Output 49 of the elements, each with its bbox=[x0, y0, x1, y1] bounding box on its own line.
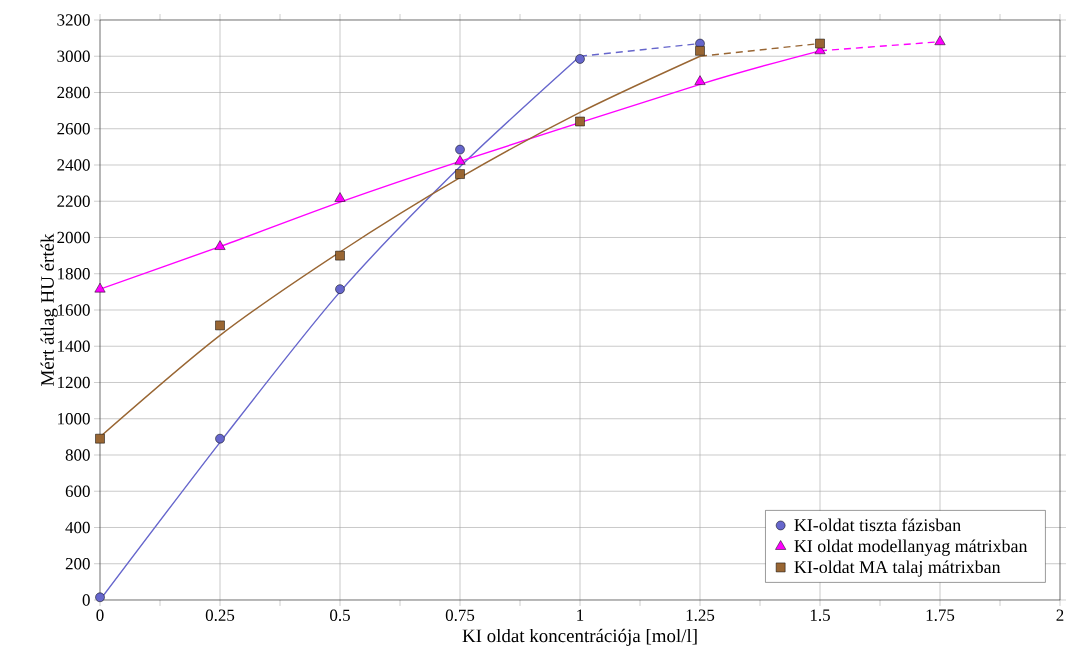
x-tick-label: 1 bbox=[577, 609, 584, 621]
point bbox=[335, 284, 345, 294]
x-tick-label: 0.5 bbox=[330, 609, 350, 622]
y-tick-label: 0 bbox=[82, 594, 90, 606]
legend-label: KI-oldat MA talaj mátrixban bbox=[794, 560, 1001, 577]
y-tick-label: 3000 bbox=[57, 50, 90, 62]
y-tick-label: 800 bbox=[65, 449, 90, 461]
y-tick-label: 200 bbox=[65, 558, 90, 570]
y-tick-label: 1400 bbox=[58, 340, 90, 352]
y-tick-label: 1600 bbox=[58, 304, 90, 316]
y-tick-label: 3200 bbox=[57, 14, 90, 26]
y-tick-label: 400 bbox=[65, 521, 90, 534]
point bbox=[454, 155, 466, 165]
legend-label: KI-oldat tiszta fázisban bbox=[794, 518, 961, 532]
point bbox=[694, 75, 706, 85]
y-tick-label: 2800 bbox=[57, 86, 90, 99]
point bbox=[95, 592, 105, 603]
point bbox=[695, 46, 705, 56]
point bbox=[215, 320, 225, 331]
legend-label: KI oldat modellanyag mátrixban bbox=[794, 539, 1028, 556]
point bbox=[94, 282, 106, 293]
point bbox=[455, 169, 465, 179]
y-tick-label: 2600 bbox=[57, 123, 90, 135]
x-tick-label: 2 bbox=[1056, 609, 1064, 621]
x-tick-label: 1.25 bbox=[686, 609, 715, 621]
point bbox=[455, 144, 465, 155]
point bbox=[95, 433, 105, 444]
point bbox=[334, 192, 346, 202]
point bbox=[575, 116, 585, 127]
point bbox=[815, 38, 825, 49]
point bbox=[214, 240, 226, 250]
y-tick-label: 1800 bbox=[58, 268, 90, 280]
point bbox=[215, 433, 225, 444]
x-tick-label: 1.75 bbox=[926, 609, 955, 621]
x-tick-label: 0 bbox=[96, 609, 104, 621]
x-tick-label: 1.5 bbox=[810, 609, 830, 621]
y-tick-label: 2400 bbox=[57, 159, 90, 171]
x-axis-title: KI oldat koncentrációja [mol/l] bbox=[462, 628, 697, 647]
point bbox=[335, 250, 345, 261]
x-tick-label: 0.75 bbox=[445, 609, 475, 622]
y-axis-title: Mért átlag HU érték bbox=[40, 233, 58, 386]
point bbox=[575, 54, 585, 64]
y-tick-label: 1000 bbox=[58, 413, 90, 425]
point bbox=[934, 35, 946, 45]
y-tick-label: 2000 bbox=[57, 231, 90, 244]
y-tick-label: 2200 bbox=[57, 195, 90, 207]
x-tick-label: 0.25 bbox=[205, 609, 235, 622]
y-tick-label: 1200 bbox=[58, 376, 90, 389]
y-tick-label: 600 bbox=[65, 485, 90, 497]
